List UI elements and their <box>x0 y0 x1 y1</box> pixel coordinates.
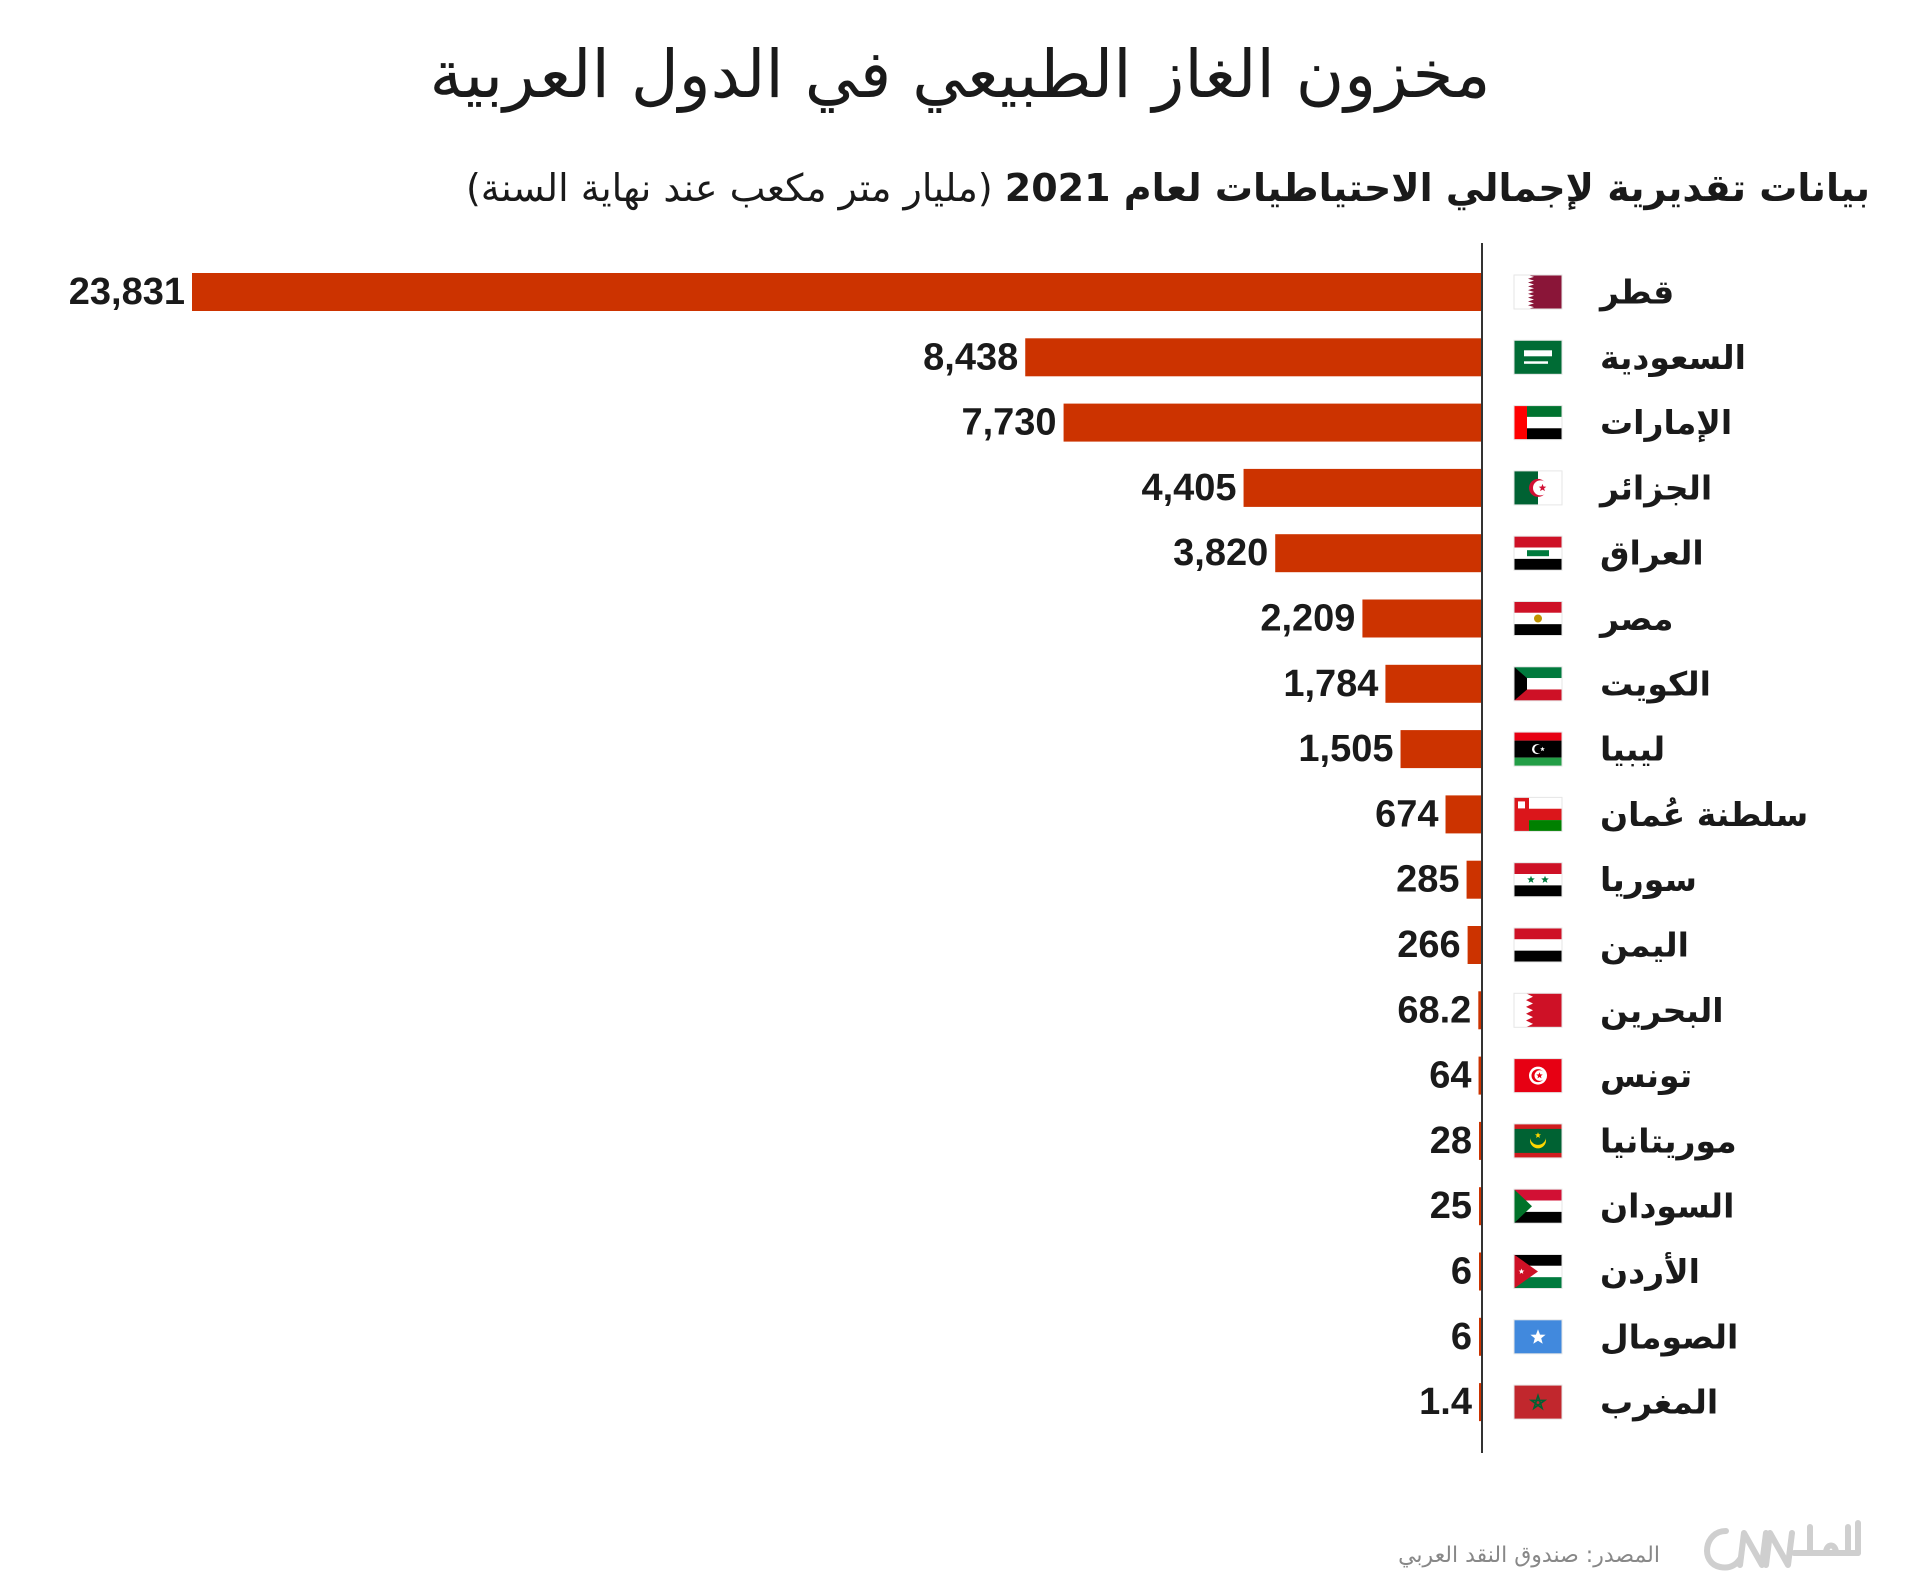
value-label-17: 1.4 <box>1419 1381 1472 1423</box>
bahrain-flag-icon <box>1513 992 1563 1028</box>
jordan-flag-icon <box>1513 1254 1563 1289</box>
morocco-flag-icon <box>1513 1384 1563 1420</box>
value-label-9: 285 <box>1396 859 1459 901</box>
country-label-10: اليمن <box>1600 926 1689 966</box>
bar-11 <box>1478 991 1482 1030</box>
bar-3 <box>1243 468 1482 507</box>
sudan-flag-icon <box>1513 1188 1563 1224</box>
value-label-13: 28 <box>1430 1120 1472 1162</box>
bar-12 <box>1478 1056 1482 1095</box>
country-label-16: الصومال <box>1600 1317 1738 1357</box>
bar-8 <box>1445 795 1482 834</box>
bar-14 <box>1479 1187 1482 1226</box>
country-label-14: السودان <box>1600 1187 1734 1227</box>
bar-15 <box>1479 1252 1482 1291</box>
value-label-8: 674 <box>1375 793 1438 835</box>
country-label-2: الإمارات <box>1600 403 1732 442</box>
country-label-6: الكويت <box>1600 664 1711 704</box>
footer: المصدر: صندوق النقد العربي <box>870 1513 1870 1593</box>
country-label-13: موريتانيا <box>1600 1121 1737 1161</box>
value-label-11: 68.2 <box>1397 989 1471 1031</box>
value-label-3: 4,405 <box>1141 467 1236 509</box>
kuwait-flag-icon <box>1513 666 1563 702</box>
bar-1 <box>1025 338 1482 377</box>
country-label-5: مصر <box>1598 599 1673 639</box>
value-label-1: 8,438 <box>923 336 1018 378</box>
value-label-4: 3,820 <box>1173 532 1268 574</box>
value-label-6: 1,784 <box>1283 663 1378 705</box>
bar-16 <box>1479 1317 1482 1356</box>
country-label-12: تونس <box>1600 1056 1692 1096</box>
bar-7 <box>1400 730 1482 769</box>
egypt-flag-icon <box>1513 601 1563 636</box>
mauritania-flag-icon <box>1513 1123 1563 1159</box>
bar-4 <box>1275 534 1482 573</box>
qatar-flag-icon <box>1513 274 1563 310</box>
value-label-0: 23,831 <box>69 271 185 313</box>
value-label-2: 7,730 <box>961 402 1056 444</box>
country-label-9: سوريا <box>1600 860 1697 900</box>
value-label-16: 6 <box>1451 1316 1472 1358</box>
value-label-15: 6 <box>1451 1251 1472 1293</box>
yemen-flag-icon <box>1513 927 1563 963</box>
iraq-flag-icon <box>1513 535 1563 571</box>
cnn-arabic-logo <box>1704 1520 1861 1571</box>
value-label-12: 64 <box>1429 1055 1471 1097</box>
country-label-0: قطر <box>1598 273 1674 313</box>
algeria-flag-icon <box>1513 470 1563 506</box>
bar-10 <box>1467 926 1482 964</box>
country-label-15: الأردن <box>1600 1251 1700 1291</box>
value-label-5: 2,209 <box>1260 598 1355 640</box>
bar-6 <box>1385 664 1482 703</box>
source-note: المصدر: صندوق النقد العربي <box>1398 1543 1660 1568</box>
bar-17 <box>1479 1383 1482 1422</box>
country-label-1: السعودية <box>1600 338 1746 378</box>
chart-subtitle: بيانات تقديرية لإجمالي الاحتياطيات لعام … <box>466 166 1870 210</box>
country-label-7: ليبيا <box>1600 730 1665 769</box>
saudi-flag-icon <box>1513 339 1563 375</box>
value-label-7: 1,505 <box>1298 728 1393 770</box>
country-label-17: المغرب <box>1600 1383 1718 1423</box>
subtitle-unit: (مليار متر مكعب عند نهاية السنة) <box>465 166 993 210</box>
subtitle-bold: بيانات تقديرية لإجمالي الاحتياطيات لعام … <box>1004 166 1870 210</box>
country-label-4: العراق <box>1600 534 1704 574</box>
country-label-3: الجزائر <box>1598 468 1712 508</box>
uae-flag-icon <box>1513 405 1563 441</box>
bar-2 <box>1063 403 1482 442</box>
oman-flag-icon <box>1513 796 1563 832</box>
country-label-11: البحرين <box>1600 991 1724 1031</box>
value-label-10: 266 <box>1397 924 1460 966</box>
bar-chart: 23,831 قطر 8,438 السعودية 7,730 الإمارات 4,405… <box>69 243 1808 1453</box>
somalia-flag-icon <box>1513 1319 1563 1355</box>
bar-13 <box>1479 1121 1482 1160</box>
tunisia-flag-icon <box>1513 1058 1563 1094</box>
country-label-8: سلطنة عُمان <box>1600 795 1808 834</box>
libya-flag-icon <box>1513 731 1563 767</box>
syria-flag-icon <box>1513 862 1563 898</box>
value-label-14: 25 <box>1430 1185 1472 1227</box>
chart-title: مخزون الغاز الطبيعي في الدول العربية <box>429 36 1491 113</box>
bar-0 <box>192 273 1482 311</box>
bar-5 <box>1362 599 1482 638</box>
bar-9 <box>1466 860 1482 899</box>
